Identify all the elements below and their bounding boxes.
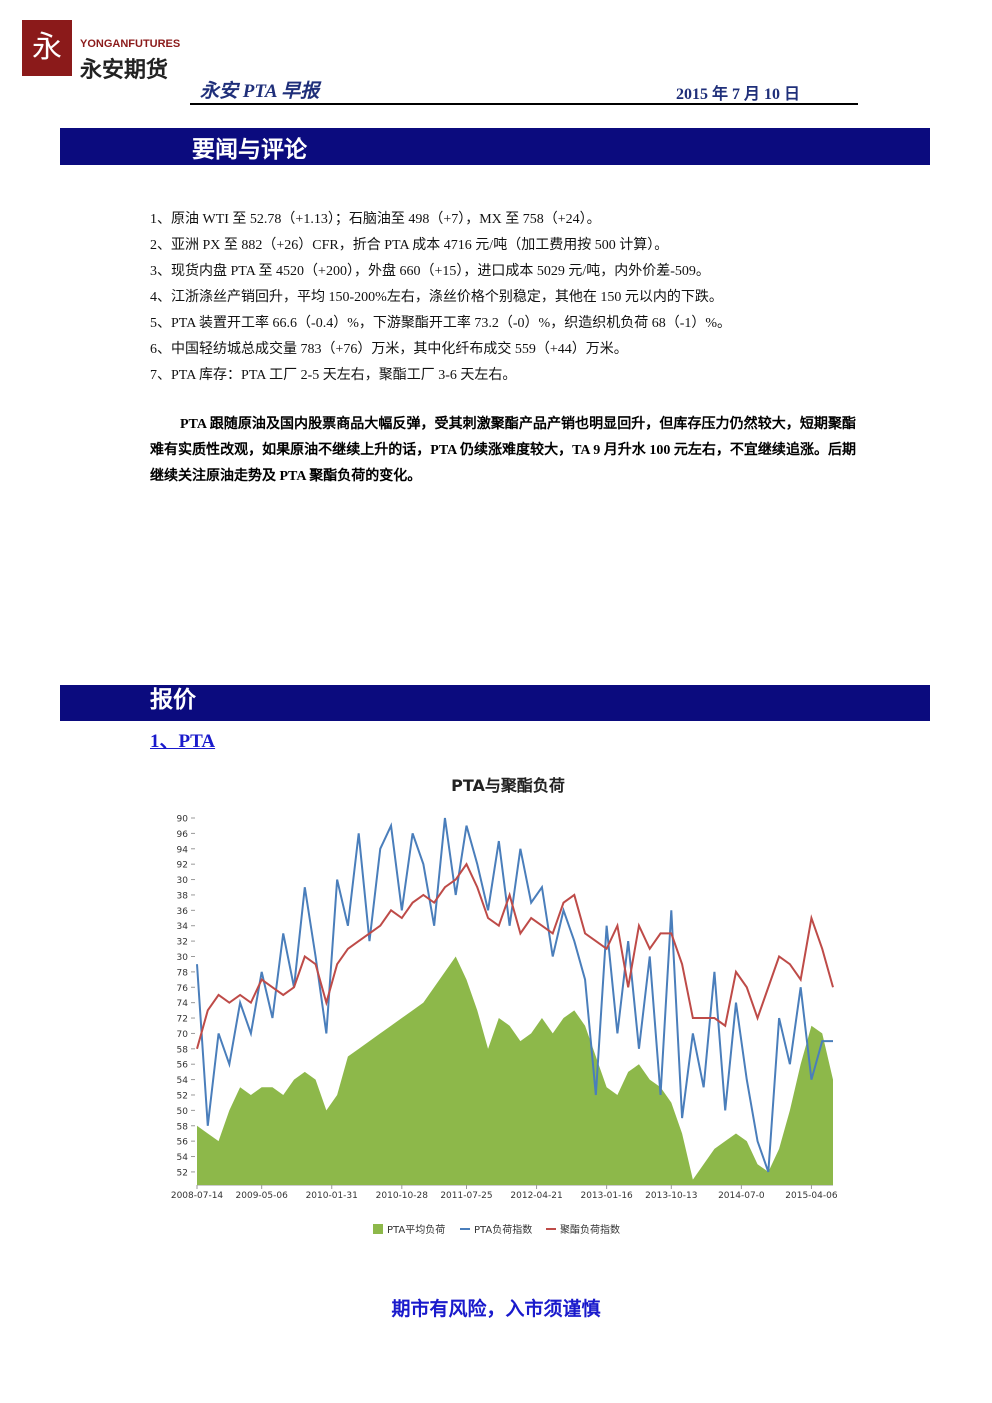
- header-rule: [190, 103, 858, 105]
- x-tick-label: 2014-07-0: [718, 1191, 765, 1201]
- news-item: 3、现货内盘 PTA 至 4520（+200），外盘 660（+15），进口成本…: [150, 264, 710, 279]
- y-tick-label: 78: [177, 968, 189, 978]
- x-tick-label: 2010-01-31: [306, 1191, 358, 1201]
- x-tick-label: 2013-01-16: [580, 1191, 633, 1201]
- y-tick-label: 70: [177, 1030, 189, 1040]
- news-item: 4、江浙涤丝产销回升，平均 150-200%左右，涤丝价格个别稳定，其他在 15…: [150, 290, 723, 305]
- section-title: 要闻与评论: [192, 137, 307, 162]
- report-date: 2015 年 7 月 10 日: [676, 86, 801, 103]
- x-tick-label: 2011-07-25: [440, 1191, 492, 1201]
- y-tick-label: 72: [177, 1015, 188, 1025]
- section-bar: 要闻与评论: [60, 128, 930, 165]
- footer-warning: 期市有风险，入市须谨慎: [391, 1299, 601, 1320]
- y-tick-label: 56: [177, 1138, 189, 1148]
- commentary: PTA 跟随原油及国内股票商品大幅反弹，受其刺激聚酯产品产销也明显回升，但库存压…: [150, 417, 856, 484]
- news-item: 2、亚洲 PX 至 882（+26）CFR，折合 PTA 成本 4716 元/吨…: [150, 238, 669, 253]
- y-tick-label: 54: [177, 1153, 189, 1163]
- y-tick-label: 74: [177, 999, 189, 1009]
- report-title: 永安 PTA 早报: [200, 81, 320, 102]
- chart-title: PTA与聚酯负荷: [451, 776, 565, 795]
- y-tick-label: 92: [177, 861, 188, 871]
- section-title: 报价: [150, 687, 196, 712]
- x-tick-label: 2013-10-13: [645, 1191, 697, 1201]
- x-tick-label: 2012-04-21: [510, 1191, 562, 1201]
- y-tick-label: 96: [177, 830, 189, 840]
- y-tick-label: 30: [177, 876, 189, 886]
- legend-label: 聚酯负荷指数: [560, 1223, 620, 1236]
- x-tick-label: 2009-05-06: [236, 1191, 289, 1201]
- subsection-title: 1、PTA: [150, 731, 216, 752]
- y-tick-label: 36: [177, 907, 189, 917]
- y-tick-label: 94: [177, 845, 189, 855]
- y-tick-label: 34: [177, 922, 189, 932]
- y-tick-label: 30: [177, 953, 189, 963]
- y-tick-label: 52: [177, 1168, 188, 1178]
- y-tick-label: 76: [177, 984, 189, 994]
- line: [196, 817, 833, 1173]
- brand-en: YONGANFUTURES: [80, 38, 181, 50]
- y-tick-label: 54: [177, 1076, 189, 1086]
- legend-label: PTA负荷指数: [474, 1223, 532, 1236]
- news-item: 7、PTA 库存：PTA 工厂 2-5 天左右，聚酯工厂 3-6 天左右。: [150, 368, 517, 383]
- y-tick-label: 50: [177, 1107, 189, 1117]
- x-tick-label: 2010-10-28: [376, 1191, 429, 1201]
- area: [197, 956, 833, 1185]
- section-bar: 报价: [60, 685, 930, 721]
- x-tick-label: 2015-04-06: [785, 1191, 838, 1201]
- legend-swatch: [373, 1224, 383, 1234]
- line: [196, 862, 834, 1050]
- y-tick-label: 56: [177, 1061, 189, 1071]
- y-tick-label: 90: [177, 815, 189, 825]
- y-tick-label: 58: [177, 1122, 189, 1132]
- news-item: 5、PTA 装置开工率 66.6（-0.4）%，下游聚酯开工率 73.2（-0）…: [150, 316, 732, 331]
- y-tick-label: 52: [177, 1091, 188, 1101]
- logo-mark: 永: [22, 20, 72, 76]
- legend-label: PTA平均负荷: [387, 1223, 445, 1236]
- y-tick-label: 58: [177, 1045, 189, 1055]
- y-tick-label: 32: [177, 938, 188, 948]
- x-tick-label: 2008-07-14: [171, 1191, 224, 1201]
- brand-cn: 永安期货: [80, 58, 169, 83]
- y-tick-label: 38: [177, 891, 189, 901]
- news-item: 1、原油 WTI 至 52.78（+1.13）；石脑油至 498（+7），MX …: [150, 212, 601, 227]
- news-item: 6、中国轻纺城总成交量 783（+76）万米，其中化纤布成交 559（+44）万…: [150, 342, 628, 357]
